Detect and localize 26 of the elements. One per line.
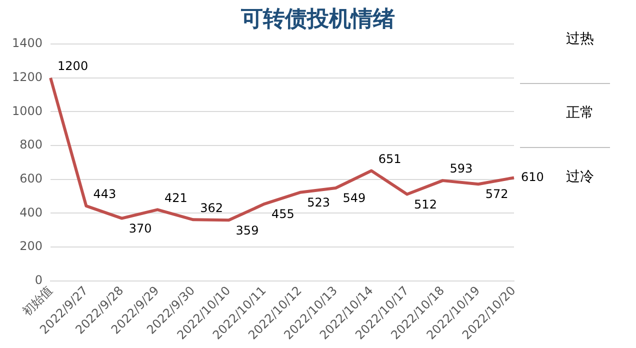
y-tick-label: 200	[20, 239, 43, 254]
data-label: 455	[271, 207, 294, 222]
data-label: 610	[521, 170, 544, 184]
y-tick-label: 0	[34, 273, 43, 288]
y-tick-label: 800	[20, 138, 43, 152]
data-label: 1200	[58, 58, 88, 73]
text: 正常	[565, 104, 595, 122]
data-label: 651	[378, 152, 402, 166]
text: 过热	[565, 30, 595, 48]
data-label: 359	[236, 223, 259, 238]
data-label: 362	[200, 200, 224, 215]
data-label: 421	[164, 190, 188, 205]
text: 过冷	[565, 168, 595, 186]
data-label: 593	[450, 162, 473, 176]
chart-title: 可转债投机情绪	[241, 6, 395, 32]
data-label: 512	[414, 197, 437, 212]
y-tick-label: 600	[20, 172, 43, 186]
y-tick-label: 400	[20, 205, 43, 220]
data-label: 523	[307, 196, 330, 210]
data-label: 572	[485, 187, 508, 202]
data-label: 370	[128, 221, 152, 236]
y-tick-label: 1400	[12, 36, 43, 50]
y-tick-label: 1000	[12, 104, 43, 118]
data-label: 443	[93, 187, 116, 202]
data-label: 549	[342, 191, 366, 206]
y-tick-label: 1200	[12, 70, 43, 84]
